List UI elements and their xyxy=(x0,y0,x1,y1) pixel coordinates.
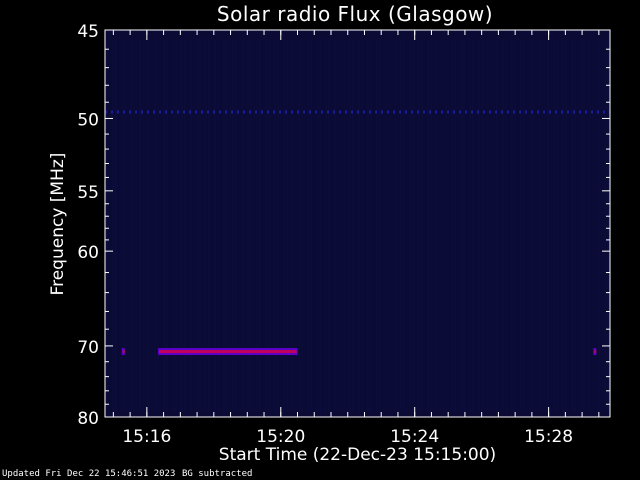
y-tick-label: 50 xyxy=(77,110,99,130)
footer-updated-timestamp: Updated Fri Dec 22 15:46:51 2023 xyxy=(2,469,176,479)
y-axis-label: Frequency [MHz] xyxy=(48,152,68,296)
emission-burst xyxy=(594,350,597,354)
footer-bg-note: BG subtracted xyxy=(182,469,253,479)
x-tick-label: 15:20 xyxy=(256,427,305,447)
plot-frame xyxy=(104,29,611,418)
y-tick-label: 60 xyxy=(77,243,99,263)
x-tick-label: 15:28 xyxy=(524,427,573,447)
y-tick-label: 70 xyxy=(77,338,99,358)
x-tick-label: 15:16 xyxy=(122,427,171,447)
x-tick-label: 15:24 xyxy=(390,427,439,447)
y-tick-label: 45 xyxy=(77,22,99,42)
spectrogram-field xyxy=(105,30,610,417)
y-tick-label: 55 xyxy=(77,183,99,203)
emission-burst xyxy=(159,350,297,354)
x-axis-label: Start Time (22-Dec-23 15:15:00) xyxy=(218,445,497,465)
chart-title: Solar radio Flux (Glasgow) xyxy=(216,2,494,26)
y-tick-label: 80 xyxy=(77,409,99,429)
emission-burst xyxy=(122,350,125,354)
